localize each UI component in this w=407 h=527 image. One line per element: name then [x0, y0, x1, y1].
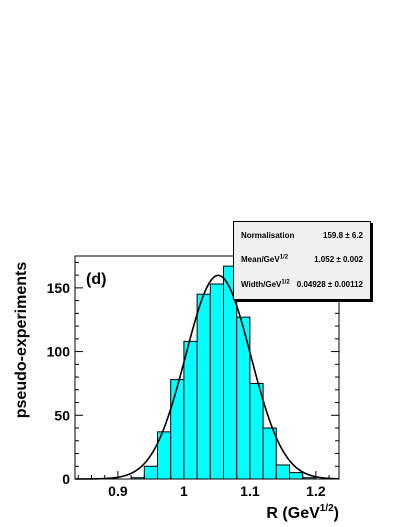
- stats-row-width: Width/GeV1/2 0.04928 ± 0.00112: [234, 278, 370, 292]
- plot-border: [74, 255, 340, 480]
- stats-label: Normalisation: [241, 231, 295, 240]
- x-axis-label: R (GeV1/2): [266, 503, 339, 522]
- x-tick-label: 0.9: [108, 483, 128, 499]
- stats-value: 0.04928 ± 0.00112: [296, 280, 363, 289]
- gaussian-fit-curve: [75, 274, 340, 480]
- histogram-bar-4: [183, 340, 198, 480]
- x-tick-label: 1.2: [306, 483, 326, 499]
- y-tick-label: 100: [47, 344, 71, 360]
- axis-ticks: 0.9 1 1.1 1.2 0 50 100 150: [47, 261, 339, 499]
- histogram-bars: [130, 265, 317, 480]
- stats-row-normalisation: Normalisation 159.8 ± 6.2: [234, 229, 370, 243]
- y-tick-label: 50: [54, 407, 70, 423]
- plot-frame: [74, 255, 340, 480]
- panel-label: (d): [86, 271, 106, 288]
- y-axis-label: pseudo-experiments: [13, 262, 30, 419]
- y-tick-label: 150: [47, 280, 71, 296]
- histogram-bar-6: [209, 283, 225, 480]
- stats-row-mean: Mean/GeV1/2 1.052 ± 0.002: [234, 253, 370, 267]
- histogram-bar-5: [196, 293, 211, 480]
- histogram-bar-3: [170, 379, 185, 480]
- stats-label: Mean/GeV1/2: [241, 254, 289, 264]
- histogram-bar-1: [143, 465, 159, 480]
- histogram-bar-12: [289, 472, 304, 480]
- x-tick-label: 1: [180, 483, 188, 499]
- stats-value: 1.052 ± 0.002: [314, 255, 363, 264]
- y-tick-label: 0: [62, 471, 70, 487]
- histogram-bar-8: [236, 316, 251, 480]
- histogram-bar-9: [249, 382, 264, 480]
- histogram-bar-11: [275, 464, 290, 480]
- stats-value: 159.8 ± 6.2: [323, 231, 363, 240]
- histogram-bar-10: [262, 427, 277, 480]
- fit-stats-box: Normalisation 159.8 ± 6.2 Mean/GeV1/2 1.…: [233, 221, 371, 300]
- stats-label: Width/GeV1/2: [241, 279, 290, 289]
- x-tick-label: 1.1: [240, 483, 260, 499]
